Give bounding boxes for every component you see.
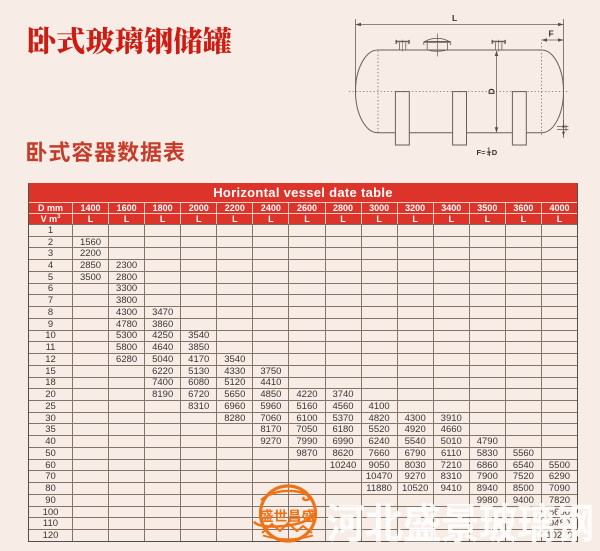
svg-text:D: D — [487, 88, 497, 94]
svg-text:1: 1 — [487, 147, 490, 153]
svg-text:D: D — [492, 148, 498, 157]
svg-text:F=: F= — [477, 148, 487, 157]
svg-text:4: 4 — [487, 152, 491, 158]
svg-text:F: F — [549, 29, 554, 39]
svg-text:L: L — [452, 13, 457, 23]
